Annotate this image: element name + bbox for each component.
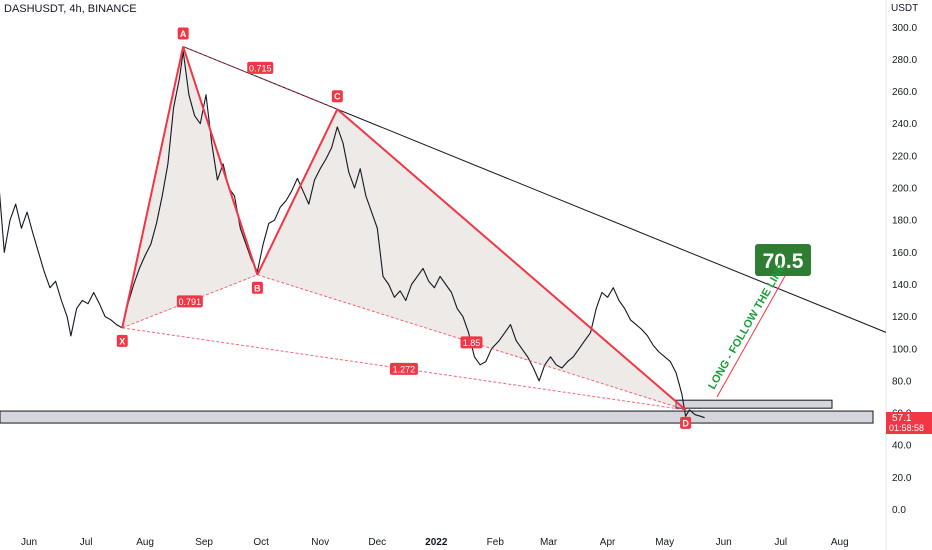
y-tick-label: 200.0 [892,184,917,195]
pattern-leg-bc [256,108,339,276]
x-tick-label: Jul [80,537,93,548]
ratio-label-bg [389,362,418,375]
x-tick-label: Jul [774,537,787,548]
y-tick-label: 80.0 [892,376,912,387]
y-tick-label: 120.0 [892,312,917,323]
pattern-leg-ab [182,46,259,276]
x-tick-label: May [655,537,674,548]
price-series-line [0,50,705,419]
point-label-a: A [180,29,187,39]
x-tick-label: Mar [540,537,558,548]
target-badge [755,244,811,276]
y-tick-label: 100.0 [892,344,917,355]
y-tick-label: 140.0 [892,280,917,291]
long-follow-line-text: LONG - FOLLOW THE LINE [706,262,788,391]
y-tick-label: 300.0 [892,23,917,34]
target-value: 70.5 [763,250,804,273]
ratio-label-1.272: 1.272 [393,364,416,374]
pattern-leg-cd [336,108,687,411]
y-tick-label: 0.0 [892,505,906,516]
ratio-line-ac [182,46,338,110]
y-tick-label: 240.0 [892,119,917,130]
ratio-label-1.85: 1.85 [463,338,481,348]
x-tick-label: 2022 [425,537,448,548]
price-unit-label: USDT [891,3,919,14]
x-tick-label: Feb [487,537,505,548]
point-label-bg [251,281,263,294]
point-label-d: D [682,418,689,428]
x-tick-label: Oct [253,537,269,548]
point-label-bg [680,416,692,429]
x-tick-label: Jun [716,537,732,548]
point-label-bg [177,27,189,40]
ratio-label-0.791: 0.791 [179,297,202,307]
x-tick-label: Dec [368,537,386,548]
support-zone [0,410,874,424]
x-tick-label: Aug [136,537,154,548]
resistance-box [675,399,833,409]
x-tick-label: Sep [195,537,213,548]
point-label-b: B [254,283,261,293]
ratio-label-bg [460,336,483,349]
y-tick-label: 20.0 [892,473,912,484]
y-tick-label: 280.0 [892,55,917,66]
point-label-x: X [119,336,125,346]
point-label-bg [116,334,128,347]
point-label-bg [331,90,343,103]
projection-arrow [716,275,786,398]
bcd-triangle-fill [257,109,686,410]
last-price-tag [886,412,932,434]
ratio-label-0.715: 0.715 [249,63,272,73]
y-tick-label: 220.0 [892,151,917,162]
x-tick-label: Jun [21,537,37,548]
ratio-label-bg [247,61,274,74]
countdown-value: 01:58:58 [889,423,924,433]
y-tick-label: 40.0 [892,441,912,452]
x-tick-label: Nov [311,537,329,548]
x-tick-label: Apr [600,537,616,548]
x-tick-label: Aug [831,537,849,548]
pattern-leg-xa [121,46,185,329]
point-label-c: C [334,92,341,102]
y-tick-label: 160.0 [892,248,917,259]
last-price-value: 57.1 [892,413,912,424]
symbol-label: DASHUSDT, 4h, BINANCE [4,3,137,15]
y-tick-label: 260.0 [892,87,917,98]
y-tick-label: 180.0 [892,216,917,227]
xab-triangle-fill [122,46,258,328]
ratio-label-bg [176,295,203,308]
